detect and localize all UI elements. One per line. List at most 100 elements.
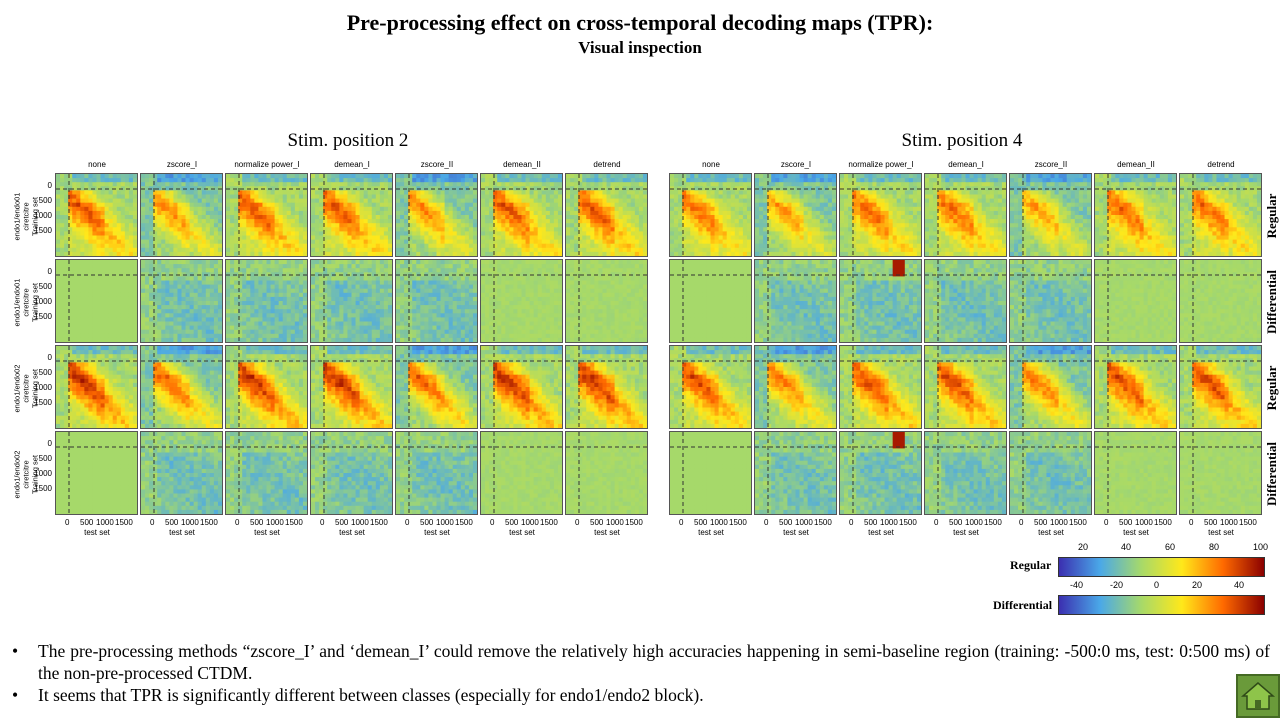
heatmap-pixel	[97, 236, 101, 241]
heatmap-pixel	[214, 412, 218, 417]
heatmap-pixel	[64, 375, 68, 380]
heatmap-pixel	[291, 383, 295, 388]
heatmap-pixel	[218, 203, 222, 208]
heatmap-pixel	[76, 448, 80, 453]
heatmap-pixel	[117, 489, 121, 494]
heatmap-pixel	[113, 211, 117, 216]
heatmap-pixel	[173, 494, 177, 499]
heatmap-pixel	[113, 190, 117, 195]
heatmap-pixel	[226, 236, 230, 241]
heatmap-pixel	[279, 465, 283, 470]
heatmap-pixel	[214, 297, 218, 302]
heatmap-pixel	[149, 174, 153, 179]
heatmap-pixel	[279, 371, 283, 376]
heatmap-pixel	[242, 236, 246, 241]
heatmap-pixel	[190, 367, 194, 372]
heatmap-pixel	[121, 252, 125, 256]
heatmap-pixel	[283, 309, 287, 314]
heatmap-pixel	[230, 498, 234, 503]
heatmap-pixel	[226, 506, 230, 511]
heatmap-pixel	[246, 334, 250, 339]
heatmap-pixel	[72, 416, 76, 421]
heatmap-pixel	[295, 182, 299, 187]
heatmap-pixel	[186, 498, 190, 503]
heatmap-pixel	[157, 326, 161, 331]
heatmap-pixel	[287, 510, 291, 514]
heatmap-pixel	[113, 408, 117, 413]
heatmap-pixel	[177, 322, 181, 327]
heatmap-pixel	[279, 252, 283, 256]
heatmap-pixel	[121, 461, 125, 466]
heatmap-pixel	[182, 227, 186, 232]
heatmap-pixel	[109, 436, 113, 441]
heatmap-pixel	[182, 375, 186, 380]
heatmap-pixel	[210, 240, 214, 245]
heatmap-pixel	[56, 457, 60, 462]
x-tick-label: 500	[165, 518, 178, 527]
heatmap-pixel	[242, 203, 246, 208]
heatmap-pixel	[56, 317, 60, 322]
heatmap-pixel	[299, 223, 303, 228]
heatmap-pixel	[190, 223, 194, 228]
heatmap-pixel	[145, 219, 149, 224]
heatmap-pixel	[230, 338, 234, 342]
heatmap-pixel	[165, 412, 169, 417]
heatmap-pixel	[121, 440, 125, 445]
heatmap-pixel	[250, 367, 254, 372]
heatmap-pixel	[161, 395, 165, 400]
heatmap-pixel	[295, 174, 299, 179]
heatmap-pixel	[56, 178, 60, 183]
heatmap-pixel	[271, 240, 275, 245]
heatmap-pixel	[210, 227, 214, 232]
heatmap-pixel	[279, 510, 283, 514]
heatmap-pixel	[210, 461, 214, 466]
heatmap-pixel	[145, 190, 149, 195]
heatmap-pixel	[218, 219, 222, 224]
heatmap-pixel	[84, 408, 88, 413]
heatmap-pixel	[299, 330, 303, 335]
heatmap-pixel	[262, 481, 266, 486]
heatmap-pixel	[254, 408, 258, 413]
heatmap-pixel	[133, 203, 137, 208]
heatmap-pixel	[145, 432, 149, 437]
heatmap-pixel	[275, 317, 279, 322]
heatmap-pixel	[291, 354, 295, 359]
heatmap-pixel	[262, 211, 266, 216]
heatmap-pixel	[177, 489, 181, 494]
heatmap-pixel	[149, 276, 153, 281]
heatmap-pixel	[291, 313, 295, 318]
heatmap-pixel	[109, 178, 113, 183]
heatmap-pixel	[169, 215, 173, 220]
heatmap-pixel	[145, 481, 149, 486]
heatmap-pixel	[267, 190, 271, 195]
heatmap-pixel	[72, 379, 76, 384]
heatmap-pixel	[157, 510, 161, 514]
heatmap-pixel	[190, 387, 194, 392]
heatmap-pixel	[157, 346, 161, 351]
heatmap-pixel	[295, 489, 299, 494]
heatmap-pixel	[117, 174, 121, 179]
heatmap-pixel	[303, 289, 307, 294]
heatmap-pixel	[177, 412, 181, 417]
heatmap-pixel	[279, 281, 283, 286]
heatmap-pixel	[165, 338, 169, 342]
heatmap-pixel	[84, 416, 88, 421]
heatmap-pixel	[299, 199, 303, 204]
heatmap-pixel	[88, 240, 92, 245]
heatmap-pixel	[194, 301, 198, 306]
heatmap-pixel	[121, 489, 125, 494]
heatmap-pixel	[198, 457, 202, 462]
heatmap-pixel	[250, 322, 254, 327]
heatmap-pixel	[121, 494, 125, 499]
heatmap-pixel	[125, 477, 129, 482]
heatmap-pixel	[198, 387, 202, 392]
heatmap-pixel	[206, 276, 210, 281]
heatmap-pixel	[364, 182, 368, 187]
heatmap-pixel	[295, 424, 299, 428]
heatmap-pixel	[388, 182, 392, 187]
panel-title-right: Stim. position 4	[752, 130, 1172, 152]
heatmap-pixel	[141, 498, 145, 503]
heatmap-pixel	[169, 485, 173, 490]
heatmap-pixel	[133, 260, 137, 265]
heatmap-pixel	[190, 432, 194, 437]
